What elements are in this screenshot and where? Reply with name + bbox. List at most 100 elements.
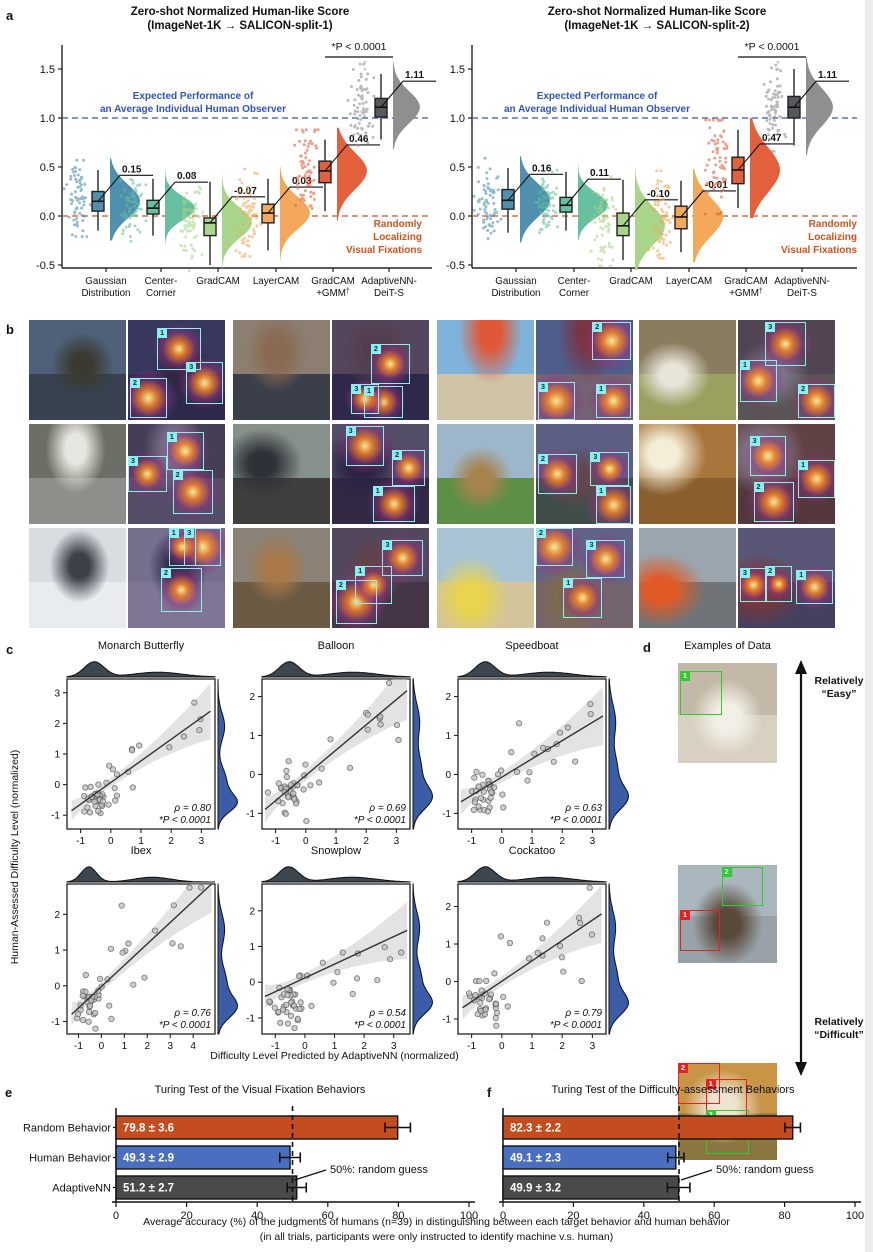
- image-pair-zebras-grazing-by-fence: 3 1 2: [639, 320, 835, 420]
- right-marginal-density: [608, 883, 629, 1035]
- fixation-region-box: 2: [765, 566, 793, 602]
- top-marginal-density: [457, 661, 607, 678]
- fixation-region-box: 1: [796, 570, 834, 604]
- jitter-points: [703, 118, 729, 216]
- photo-baseball-field: [437, 424, 534, 524]
- jitter-points: [647, 169, 674, 260]
- x-tick-label: 1: [332, 1041, 338, 1052]
- jointplot-title-speedboat: Speedboat: [505, 640, 559, 652]
- fixation-heatmap-kite-over-beach-city: 2 3 1: [536, 320, 633, 420]
- regression-line: [71, 884, 213, 1015]
- panel-label-a: a: [6, 8, 14, 23]
- fixation-order-chip: 2: [172, 470, 183, 480]
- half-violin: [750, 118, 780, 218]
- x-tick-label: 60: [322, 1210, 334, 1222]
- confidence-band: [462, 885, 602, 1021]
- photo-zebras-grazing-by-fence: [639, 320, 736, 420]
- category-label: LayerCAM: [666, 276, 712, 287]
- fixation-region-box: 2: [537, 454, 577, 494]
- correct-fixation-box: 2: [721, 866, 764, 907]
- relatively-easy-label: Relatively “Easy”: [806, 675, 872, 701]
- median-value-label: 0.11: [590, 168, 609, 179]
- category-label-line2: Corner: [146, 288, 177, 299]
- x-tick-label: 2: [559, 1041, 565, 1052]
- y-tick-label: -1: [442, 1015, 451, 1026]
- x-tick-label: 0: [499, 1041, 505, 1052]
- panel-f-title: Turing Test of the Difficulty-assessment…: [551, 1084, 795, 1096]
- fixation-heatmap-zebras-grazing-by-fence: 3 1 2: [738, 320, 835, 420]
- incorrect-fixation-box: 1: [679, 910, 720, 952]
- random-fixation-line1: Randomly: [808, 219, 857, 230]
- photo-desk-with-book-laptop-phone: [639, 424, 736, 524]
- fixation-order-chip: 2: [765, 566, 776, 576]
- right-marginal-density: [412, 883, 434, 1035]
- jointplot-cockatoo: -1 0 1 2 3 -1 0 1 2 ρ = 0.79*P < 0.0001: [442, 866, 629, 1052]
- fixation-order-chip: 3: [590, 452, 601, 462]
- x-tick-label: 3: [590, 1041, 596, 1052]
- median-value-label: -0.01: [705, 180, 728, 191]
- random-fixation-line2: Localizing: [373, 232, 422, 243]
- half-violin: [578, 160, 608, 241]
- half-violin: [806, 57, 833, 156]
- fixation-region-box: 2: [536, 528, 573, 566]
- y-tick-label: 3: [54, 688, 60, 699]
- x-tick-label: 2: [559, 836, 565, 847]
- category-label-line2: DeiT-S: [374, 288, 404, 299]
- panel-a2-title-line1: Zero-shot Normalized Human-like Score: [547, 6, 767, 18]
- median-value-label: 0.16: [532, 163, 552, 174]
- box: [146, 199, 160, 215]
- category-label: Gaussian: [85, 276, 126, 287]
- fixation-order-chip: 2: [335, 580, 346, 590]
- annotation-callout: [507, 173, 563, 201]
- half-violin: [635, 168, 665, 270]
- raincloud-chart-split1: 1.5 1.0 0.5 0.0 -0.5 0.15 GaussianDistribution…: [36, 41, 436, 299]
- panel-a2-title-line2: (ImageNet-1K → SALICON-split-2): [564, 20, 750, 32]
- top-marginal-density: [457, 866, 607, 883]
- category-label: GradCAM: [724, 276, 768, 287]
- x-tick-label: 0: [499, 836, 505, 847]
- page-edge-strip: [865, 0, 873, 1252]
- y-tick-label: 0.0: [450, 211, 465, 223]
- fixation-order-chip: 1: [364, 386, 374, 396]
- fixation-region-box: 3: [739, 568, 768, 602]
- right-marginal-density: [217, 679, 239, 830]
- fixation-region-box: 3: [128, 456, 167, 492]
- fixation-heatmap-baseball-field: 2 3 1: [536, 424, 633, 524]
- y-tick-label: -1: [51, 1017, 60, 1028]
- plot-content: [462, 884, 602, 1029]
- fixation-order-chip: 1: [596, 486, 607, 496]
- fixation-order-chip: 1: [355, 566, 366, 576]
- jointplot-title-cockatoo: Cockatoo: [508, 845, 556, 857]
- x-tick-label: 0: [303, 836, 309, 847]
- jointplot-title-monarch: Monarch Butterfly: [97, 640, 185, 652]
- x-tick-label: 2: [361, 1041, 367, 1052]
- significance-label: *P < 0.0001: [745, 41, 800, 53]
- fixation-region-box: 1: [596, 486, 632, 524]
- category-label: GradCAM: [609, 276, 653, 287]
- image-pair-tennis-player-in-stadium: 1 2 3: [29, 320, 225, 420]
- fixation-order-chip: 3: [765, 322, 776, 332]
- fixation-order-chip: 3: [705, 1109, 716, 1120]
- median-value-label: 0.03: [292, 176, 312, 187]
- random-fixation-annotation-1: Randomly Localizing Visual Fixations: [290, 218, 422, 257]
- plot-content: [71, 683, 211, 821]
- rho-label: ρ = 0.76: [173, 1008, 211, 1019]
- y-tick-label: 0: [54, 981, 60, 992]
- jointplot-monarch-butterfly: -1 0 1 2 3 -1 0 1 2 3 ρ = 0.80*P < 0.0001: [51, 661, 239, 847]
- panel-a2-title: Zero-shot Normalized Human-like Score (I…: [457, 5, 857, 33]
- x-tick-label: 1: [529, 1041, 535, 1052]
- top-marginal-density: [66, 661, 216, 678]
- fixation-order-chip: 3: [749, 436, 760, 446]
- fixation-order-chip: 3: [739, 568, 750, 578]
- example-image-white-cockatoo-closeup: 1: [678, 663, 777, 763]
- half-violin: [165, 167, 195, 246]
- half-violin: [693, 169, 723, 263]
- fixation-order-chip: 3: [128, 456, 138, 466]
- x-tick-label: 80: [392, 1210, 404, 1222]
- panel-a1-title-line2: (ImageNet-1K → SALICON-split-1): [147, 20, 333, 32]
- data-examples-column: 121213132: [0, 0, 777, 1160]
- category-label-line2: DeiT-S: [787, 288, 817, 299]
